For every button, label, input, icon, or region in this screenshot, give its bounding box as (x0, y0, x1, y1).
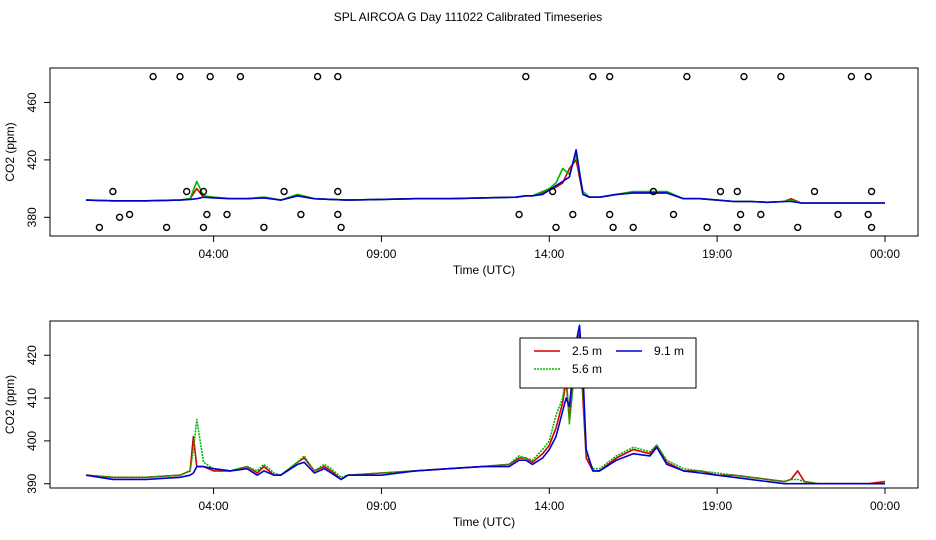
series-line (85, 153, 885, 204)
x-tick-label: 14:00 (534, 499, 564, 513)
x-tick-label: 00:00 (870, 499, 900, 513)
scatter-point (733, 223, 741, 232)
scatter-point (736, 210, 745, 219)
scatter-point (522, 72, 530, 81)
series-line (85, 149, 885, 204)
scatter-point (606, 210, 614, 219)
scatter-point (867, 223, 876, 232)
x-tick-label: 00:00 (870, 247, 900, 261)
scatter-point (733, 187, 741, 196)
scatter-point (810, 187, 819, 196)
scatter-point (297, 210, 305, 219)
y-tick-label: 380 (25, 207, 39, 227)
series-line (85, 354, 885, 485)
scatter-point (703, 223, 711, 232)
legend-label: 5.6 m (572, 362, 602, 376)
scatter-point (757, 210, 765, 219)
y-tick-label: 420 (25, 345, 39, 365)
scatter-point (199, 187, 208, 196)
scatter-point (115, 213, 124, 222)
scatter-point (260, 223, 268, 232)
x-tick-label: 04:00 (199, 499, 229, 513)
scatter-point (149, 72, 157, 81)
scatter-point (864, 72, 872, 81)
y-axis-label: CO2 (ppm) (3, 375, 17, 434)
y-tick-label: 460 (25, 92, 39, 112)
scatter-point (649, 187, 658, 196)
x-tick-label: 19:00 (702, 247, 732, 261)
scatter-point (206, 72, 214, 81)
bottom-panel: 04:00 09:00 14:00 19:00 00:00 390 400 410 420 Tim… (3, 320, 919, 529)
x-axis-label: Time (UTC) (453, 515, 515, 529)
scatter-point (777, 72, 785, 81)
scatter-point (236, 72, 245, 81)
x-tick-label: 19:00 (702, 499, 732, 513)
top-panel: 04:00 09:00 14:00 19:00 00:00 380 420 460 Time (… (3, 67, 919, 277)
legend-box (519, 337, 697, 389)
scatter-point (589, 72, 597, 81)
scatter-point (109, 187, 117, 196)
scatter-point (669, 210, 678, 219)
x-axis-label: Time (UTC) (453, 263, 515, 277)
scatter-point (162, 223, 171, 232)
scatter-point (95, 223, 104, 232)
x-tick-label: 04:00 (199, 247, 229, 261)
scatter-point (609, 223, 617, 232)
y-axis-label: CO2 (ppm) (3, 122, 17, 181)
figure-title: SPL AIRCOA G Day 111022 Calibrated Times… (333, 10, 603, 24)
scatter-point (182, 187, 191, 196)
y-tick-label: 390 (25, 473, 39, 493)
scatter-point (334, 72, 342, 81)
x-tick-label: 09:00 (366, 499, 396, 513)
scatter-point (683, 72, 691, 81)
legend-label: 2.5 m (572, 344, 602, 358)
scatter-point (864, 210, 872, 219)
scatter-point (740, 72, 748, 81)
scatter-point (334, 210, 342, 219)
scatter-point (334, 187, 342, 196)
scatter-point (223, 210, 231, 219)
series-line (85, 332, 886, 485)
scatter-point (716, 187, 725, 196)
scatter-point (515, 210, 523, 219)
scatter-point (548, 187, 557, 196)
y-tick-label: 420 (25, 150, 39, 170)
scatter-point (569, 210, 577, 219)
scatter-point (280, 187, 288, 196)
scatter-point (552, 223, 560, 232)
series-line (85, 324, 885, 485)
legend-label: 9.1 m (654, 344, 684, 358)
scatter-point (794, 223, 802, 232)
scatter-point (337, 223, 345, 232)
scatter-point (834, 210, 842, 219)
y-tick-label: 410 (25, 388, 39, 408)
scatter-point (313, 72, 322, 81)
plot-frame (49, 67, 919, 237)
scatter-point (199, 223, 208, 232)
plot-frame (49, 320, 919, 489)
x-tick-label: 14:00 (534, 247, 564, 261)
y-tick-label: 400 (25, 431, 39, 451)
x-tick-label: 09:00 (366, 247, 396, 261)
scatter-point (203, 210, 211, 219)
scatter-point (176, 72, 184, 81)
scatter-point (606, 72, 614, 81)
scatter-point (847, 72, 856, 81)
scatter-point (629, 223, 637, 232)
scatter-point (125, 210, 134, 219)
scatter-point (867, 187, 876, 196)
